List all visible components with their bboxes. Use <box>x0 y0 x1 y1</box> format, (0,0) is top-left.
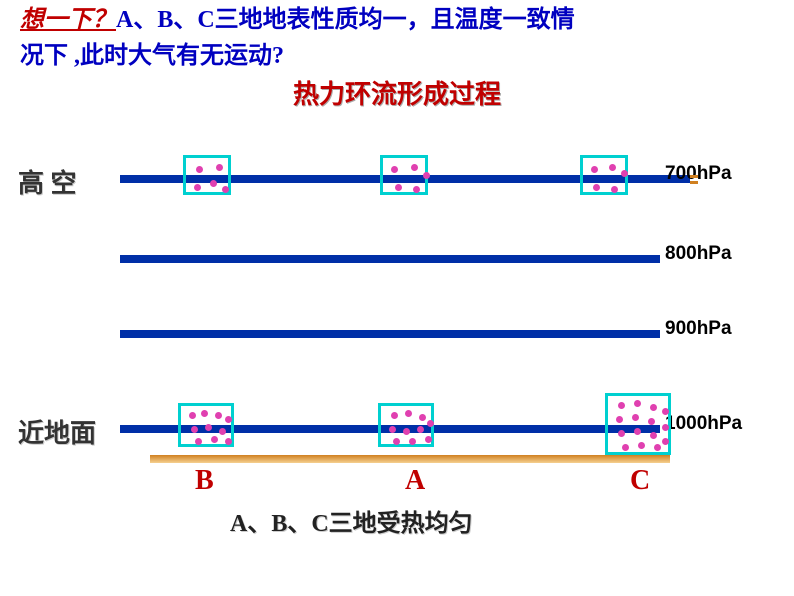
air-particle <box>611 186 618 193</box>
diagram-title: 热力环流形成过程 <box>0 74 794 111</box>
air-particle <box>389 426 396 433</box>
air-particle <box>654 444 661 451</box>
air-particle <box>391 412 398 419</box>
air-particle <box>210 180 217 187</box>
air-particle <box>405 410 412 417</box>
air-particle <box>189 412 196 419</box>
air-parcel-upper <box>183 155 231 195</box>
altitude-label: 高 空 <box>18 163 77 200</box>
air-particle <box>609 164 616 171</box>
air-particle <box>632 414 639 421</box>
location-label: B <box>195 465 214 497</box>
air-particle <box>195 438 202 445</box>
altitude-label: 近地面 <box>18 413 96 450</box>
air-particle <box>191 426 198 433</box>
air-particle <box>417 426 424 433</box>
air-particle <box>225 438 232 445</box>
pressure-label: 800hPa <box>665 243 732 265</box>
air-particle <box>219 428 226 435</box>
thermal-circulation-diagram: 700hPa 800hPa 900hPa 1000hPa 高 空近地面 B A C A、B、C三… <box>0 145 794 565</box>
air-particle <box>622 444 629 451</box>
air-particle <box>403 428 410 435</box>
air-particle <box>591 166 598 173</box>
air-particle <box>650 432 657 439</box>
air-parcel-lower <box>378 403 434 447</box>
air-particle <box>196 166 203 173</box>
air-particle <box>650 404 657 411</box>
pressure-label: 900hPa <box>665 318 732 340</box>
isobar-line <box>120 255 660 263</box>
air-particle <box>419 414 426 421</box>
prompt-text-1: A、B、C三地地表性质均一，且温度一致情 <box>116 7 575 33</box>
air-particle <box>648 418 655 425</box>
air-particle <box>634 400 641 407</box>
air-particle <box>222 186 229 193</box>
air-particle <box>662 408 669 415</box>
air-particle <box>194 184 201 191</box>
location-label: C <box>630 465 650 497</box>
air-particle <box>391 166 398 173</box>
pressure-label: 1000hPa <box>665 413 742 435</box>
think-prompt: 想一下？ <box>20 7 116 33</box>
diagram-caption: A、B、C三地受热均匀 <box>230 503 473 538</box>
air-particle <box>225 416 232 423</box>
end-tick <box>690 181 698 184</box>
air-particle <box>427 420 434 427</box>
air-particle <box>662 424 669 431</box>
isobar-line <box>120 330 660 338</box>
air-particle <box>638 442 645 449</box>
end-tick <box>690 175 698 178</box>
air-particle <box>215 412 222 419</box>
air-particle <box>393 438 400 445</box>
air-particle <box>211 436 218 443</box>
pressure-label: 700hPa <box>665 163 732 185</box>
ground-surface <box>150 455 670 463</box>
air-particle <box>425 436 432 443</box>
air-particle <box>201 410 208 417</box>
air-particle <box>395 184 402 191</box>
air-particle <box>616 416 623 423</box>
air-particle <box>634 428 641 435</box>
air-particle <box>618 430 625 437</box>
air-particle <box>411 164 418 171</box>
air-particle <box>409 438 416 445</box>
air-particle <box>423 172 430 179</box>
prompt-text-2: 况下 ,此时大气有无运动? <box>20 38 774 74</box>
air-particle <box>413 186 420 193</box>
air-particle <box>618 402 625 409</box>
location-label: A <box>405 465 425 497</box>
air-particle <box>621 170 628 177</box>
air-particle <box>205 424 212 431</box>
air-parcel-upper <box>580 155 628 195</box>
air-parcel-upper <box>380 155 428 195</box>
air-particle <box>216 164 223 171</box>
air-parcel-lower <box>178 403 234 447</box>
air-particle <box>593 184 600 191</box>
air-parcel-lower <box>605 393 671 455</box>
air-particle <box>662 438 669 445</box>
